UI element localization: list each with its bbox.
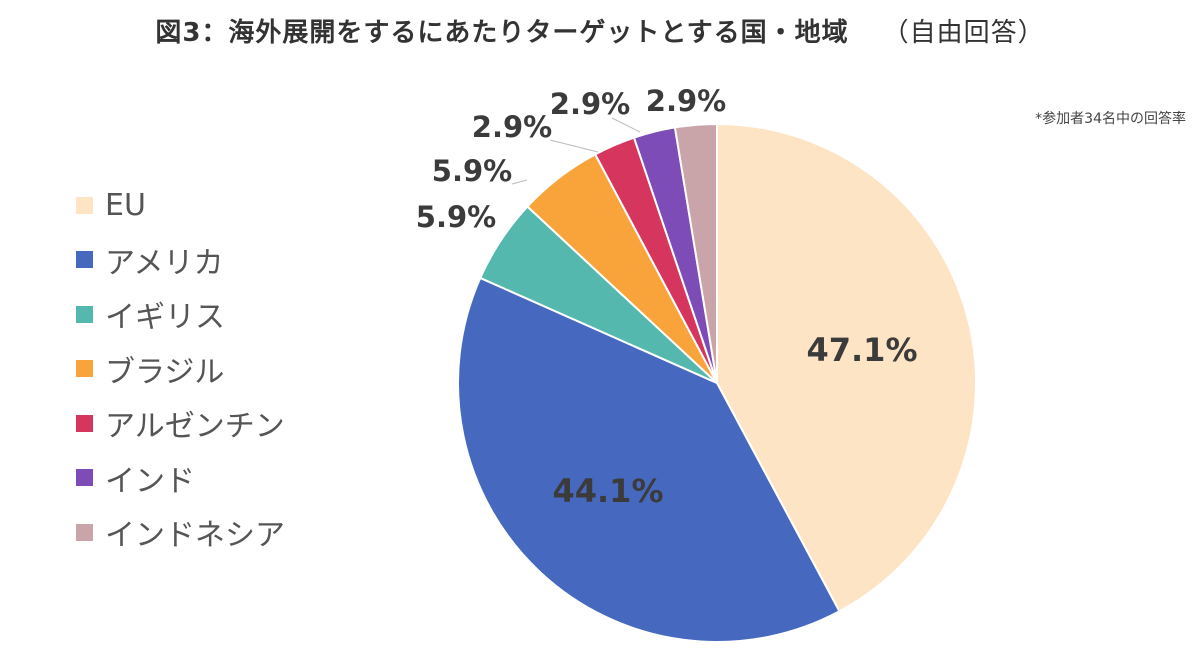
legend-swatch [76, 305, 93, 323]
legend-label: EU [105, 187, 146, 223]
legend-swatch [76, 251, 93, 269]
slice-data-label: 47.1% [806, 331, 917, 369]
label-leader-line [549, 139, 599, 153]
legend-item: ブラジル [76, 342, 285, 397]
legend-item: EU [76, 178, 285, 233]
legend-label: イギリス [105, 300, 225, 336]
slice-data-label: 2.9% [646, 84, 726, 118]
legend-swatch [76, 414, 93, 432]
legend-label: ブラジル [105, 354, 225, 390]
slice-data-label: 2.9% [550, 87, 630, 121]
label-leader-line [511, 179, 528, 185]
slice-data-label: 5.9% [416, 200, 496, 234]
slice-data-label: 5.9% [432, 154, 512, 188]
legend-label: インド [105, 463, 195, 499]
legend-swatch [76, 469, 93, 487]
pie-slice [673, 122, 718, 384]
pie-slice [457, 276, 841, 643]
legend-item: インド [76, 451, 285, 506]
chart-title-main: 図3：海外展開をするにあたりターゲットとする国・地域 [155, 18, 849, 48]
legend-item: アルゼンチン [76, 396, 285, 451]
respondent-note: *参加者34名中の回答率 [1035, 111, 1186, 127]
legend-item: アメリカ [76, 233, 285, 288]
slice-data-label: 2.9% [472, 110, 552, 144]
pie-slice [716, 122, 977, 613]
legend-item: インドネシア [76, 505, 285, 560]
legend-item: イギリス [76, 287, 285, 342]
label-leader-line [611, 117, 641, 133]
legend-swatch [76, 360, 93, 378]
legend-swatch [76, 196, 93, 214]
chart-legend: EU アメリカイギリスブラジルアルゼンチン インドインドネシア [76, 178, 285, 560]
legend-label: アルゼンチン [105, 409, 285, 445]
chart-title: 図3：海外展開をするにあたりターゲットとする国・地域 （自由回答） [0, 12, 1200, 49]
chart-subtitle: （自由回答） [882, 18, 1045, 48]
slice-data-label: 44.1% [552, 472, 663, 510]
legend-label: アメリカ [105, 245, 224, 281]
legend-label: インドネシア [105, 518, 285, 554]
legend-swatch [76, 523, 93, 541]
